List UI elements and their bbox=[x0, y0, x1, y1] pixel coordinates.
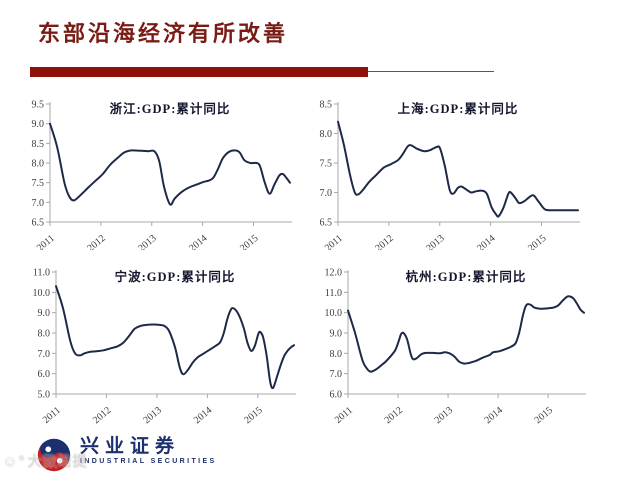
company-logo: 兴业证券 INDUSTRIAL SECURITIES bbox=[36, 437, 217, 473]
svg-text:7.0: 7.0 bbox=[320, 188, 333, 199]
svg-text:2014: 2014 bbox=[192, 405, 214, 426]
svg-text:2011: 2011 bbox=[35, 233, 57, 250]
svg-text:2015: 2015 bbox=[242, 405, 264, 426]
svg-text:2011: 2011 bbox=[323, 233, 345, 250]
svg-text:2013: 2013 bbox=[424, 233, 446, 250]
svg-text:杭州:GDP:累计同比: 杭州:GDP:累计同比 bbox=[406, 269, 527, 284]
svg-text:9.0: 9.0 bbox=[330, 329, 343, 340]
svg-text:2012: 2012 bbox=[91, 405, 113, 426]
svg-text:2011: 2011 bbox=[333, 405, 355, 426]
svg-text:2012: 2012 bbox=[383, 405, 405, 426]
svg-text:10.0: 10.0 bbox=[325, 308, 343, 319]
title-accent-line bbox=[368, 71, 494, 72]
svg-text:2013: 2013 bbox=[433, 405, 455, 426]
svg-text:2015: 2015 bbox=[238, 233, 260, 250]
svg-text:上海:GDP:累计同比: 上海:GDP:累计同比 bbox=[398, 101, 519, 116]
watermark-icon: ☺° bbox=[2, 453, 26, 470]
svg-text:6.5: 6.5 bbox=[320, 218, 333, 229]
svg-text:8.0: 8.0 bbox=[330, 349, 343, 360]
svg-text:2011: 2011 bbox=[41, 405, 63, 426]
svg-text:2015: 2015 bbox=[533, 405, 555, 426]
logo-text-block: 兴业证券 INDUSTRIAL SECURITIES bbox=[80, 437, 217, 466]
chart-ningbo-gdp: 5.0 6.0 7.0 8.0 9.0 10.0 11.0 2011 2012 2013 2014 2… bbox=[20, 258, 302, 439]
title-accent-bar bbox=[30, 67, 368, 77]
svg-text:2014: 2014 bbox=[187, 233, 209, 250]
svg-text:12.0: 12.0 bbox=[325, 268, 343, 279]
svg-text:7.5: 7.5 bbox=[320, 159, 333, 170]
svg-text:8.5: 8.5 bbox=[32, 139, 45, 150]
svg-text:9.0: 9.0 bbox=[38, 308, 51, 319]
chart-zhejiang-gdp: 6.5 7.0 7.5 8.0 8.5 9.0 9.5 2011 2012 2013 2014 201… bbox=[20, 92, 298, 255]
logo-company-name-en: INDUSTRIAL SECURITIES bbox=[80, 458, 217, 465]
svg-text:浙江:GDP:累计同比: 浙江:GDP:累计同比 bbox=[110, 101, 231, 116]
svg-text:7.0: 7.0 bbox=[32, 198, 45, 209]
svg-text:9.5: 9.5 bbox=[32, 100, 45, 111]
svg-text:8.5: 8.5 bbox=[320, 100, 333, 111]
hangzhou-gdp-line-chart: 6.0 7.0 8.0 9.0 10.0 11.0 12.0 2011 2012 2013 2014… bbox=[325, 268, 586, 426]
svg-text:8.0: 8.0 bbox=[38, 329, 51, 340]
svg-text:5.0: 5.0 bbox=[38, 390, 51, 401]
ningbo-gdp-line-chart: 5.0 6.0 7.0 8.0 9.0 10.0 11.0 2011 2012 2013 2014 2… bbox=[33, 268, 296, 426]
svg-text:7.0: 7.0 bbox=[38, 349, 51, 360]
svg-text:8.0: 8.0 bbox=[320, 129, 333, 140]
svg-text:6.5: 6.5 bbox=[32, 218, 45, 229]
svg-text:6.0: 6.0 bbox=[330, 390, 343, 401]
svg-text:2014: 2014 bbox=[483, 405, 505, 426]
chart-hangzhou-gdp: 6.0 7.0 8.0 9.0 10.0 11.0 12.0 2011 2012 2013 2014… bbox=[312, 258, 592, 439]
svg-text:2014: 2014 bbox=[475, 233, 497, 250]
shanghai-gdp-line-chart: 6.5 7.0 7.5 8.0 8.5 2011 2012 2013 2014 2015 上海:GD… bbox=[320, 100, 580, 254]
watermark: ☺° 大数培提 bbox=[2, 451, 87, 471]
chart-shanghai-gdp: 6.5 7.0 7.5 8.0 8.5 2011 2012 2013 2014 2015 上海:GD… bbox=[308, 92, 586, 255]
svg-text:2012: 2012 bbox=[85, 233, 107, 250]
slide-title: 东部沿海经济有所改善 bbox=[38, 21, 289, 47]
svg-text:2013: 2013 bbox=[136, 233, 158, 250]
zhejiang-gdp-line-chart: 6.5 7.0 7.5 8.0 8.5 9.0 9.5 2011 2012 2013 2014 201… bbox=[32, 100, 292, 254]
logo-company-name: 兴业证券 bbox=[80, 436, 181, 457]
svg-text:11.0: 11.0 bbox=[33, 268, 50, 279]
svg-text:6.0: 6.0 bbox=[38, 369, 51, 380]
svg-text:2013: 2013 bbox=[141, 405, 163, 426]
svg-text:2012: 2012 bbox=[373, 233, 395, 250]
watermark-text: 大数培提 bbox=[27, 453, 88, 469]
svg-text:8.0: 8.0 bbox=[32, 159, 45, 170]
svg-text:9.0: 9.0 bbox=[32, 119, 45, 130]
svg-text:10.0: 10.0 bbox=[33, 288, 51, 299]
svg-text:7.0: 7.0 bbox=[330, 369, 343, 380]
svg-text:2015: 2015 bbox=[526, 233, 548, 250]
svg-text:7.5: 7.5 bbox=[32, 178, 45, 189]
svg-text:11.0: 11.0 bbox=[325, 288, 342, 299]
svg-text:宁波:GDP:累计同比: 宁波:GDP:累计同比 bbox=[115, 269, 236, 284]
industrial-securities-logo-icon bbox=[37, 438, 71, 472]
